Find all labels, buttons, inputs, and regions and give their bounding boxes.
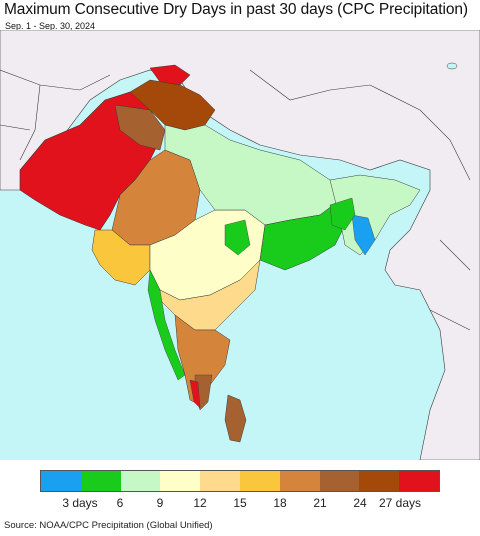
legend-label: 24 — [353, 496, 367, 510]
map-area — [0, 30, 480, 460]
legend-swatch — [120, 471, 161, 491]
legend-swatch — [160, 471, 201, 491]
region-west-coast — [147, 269, 186, 381]
region-bangladesh-blue — [351, 214, 376, 256]
region-punjab-brown — [114, 104, 166, 151]
dry-days-map — [0, 30, 480, 460]
legend-swatch — [319, 471, 360, 491]
legend-swatch — [399, 471, 439, 491]
map-title: Maximum Consecutive Dry Days in past 30 … — [4, 1, 468, 18]
legend-label: 18 — [273, 496, 287, 510]
outside-land-north — [0, 30, 480, 460]
legend-label: 6 — [116, 496, 124, 510]
region-north-brown — [129, 79, 216, 131]
legend-label: 21 — [313, 496, 327, 510]
region-kerala-red — [189, 379, 201, 409]
lake — [446, 62, 458, 70]
legend-swatch — [359, 471, 400, 491]
region-sri-lanka — [224, 394, 247, 443]
legend-swatch — [41, 471, 81, 491]
region-bangladesh — [329, 174, 421, 256]
legend-label: 9 — [156, 496, 164, 510]
region-gujarat — [91, 229, 151, 286]
legend-swatch — [279, 471, 320, 491]
region-ne-green — [329, 197, 356, 231]
legend: 3 days 6 9 12 15 18 21 24 27 days — [0, 460, 480, 518]
legend-swatch — [239, 471, 280, 491]
legend-colorbar — [40, 470, 440, 492]
border-lines — [0, 69, 471, 331]
legend-label: 27 days — [378, 496, 422, 510]
source-note: Source: NOAA/CPC Precipitation (Global U… — [4, 520, 213, 531]
legend-labels: 3 days 6 9 12 15 18 21 24 27 days — [40, 496, 440, 512]
legend-label: 3 days — [62, 496, 98, 510]
region-kashmir-red — [149, 64, 191, 86]
legend-label: 15 — [233, 496, 247, 510]
legend-swatch — [200, 471, 240, 491]
region-central-green — [224, 219, 251, 256]
legend-label: 12 — [193, 496, 207, 510]
legend-swatch — [80, 471, 121, 491]
region-east-green — [259, 199, 346, 271]
date-range: Sep. 1 - Sep. 30, 2024 — [5, 21, 96, 31]
